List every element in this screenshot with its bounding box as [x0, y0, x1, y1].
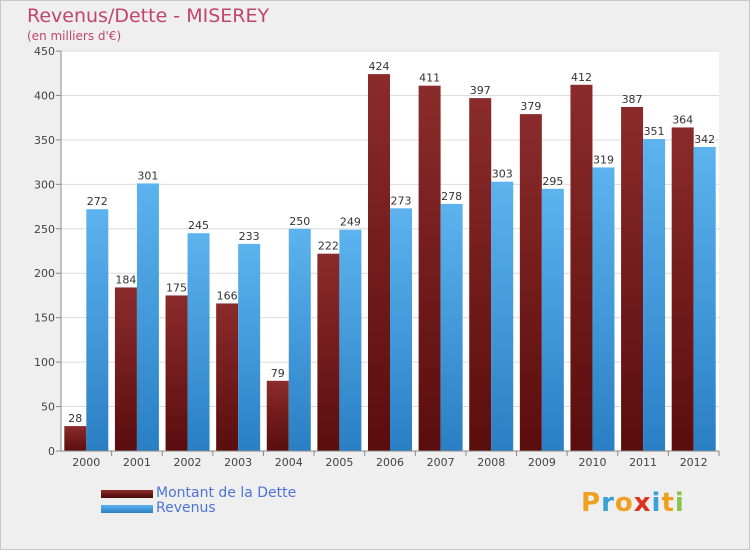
logo-letter: r	[601, 488, 615, 518]
bar-debt-2006	[368, 74, 390, 451]
bar-revenue-2002	[187, 233, 210, 451]
y-tick-label: 150	[34, 312, 55, 325]
bar-revenue-2006	[390, 208, 412, 451]
chart-title: Revenus/Dette - MISEREY	[27, 5, 270, 27]
data-label-revenue-2003: 233	[239, 230, 260, 243]
proxiti-logo: Proxiti	[581, 488, 685, 518]
bar-debt-2001	[114, 287, 137, 451]
bar-debt-2009	[519, 114, 542, 451]
data-label-revenue-2005: 249	[340, 216, 361, 229]
bars-group	[64, 74, 716, 452]
x-tick-label: 2005	[325, 456, 353, 469]
data-label-revenue-2001: 301	[137, 169, 158, 182]
x-tick-label: 2007	[427, 456, 455, 469]
logo-letter: x	[633, 488, 652, 518]
data-label-debt-2005: 222	[318, 240, 339, 253]
y-tick-label: 250	[34, 223, 55, 236]
data-label-debt-2011: 387	[622, 93, 643, 106]
data-label-revenue-2011: 351	[644, 125, 665, 138]
logo-letter: t	[661, 488, 675, 518]
bar-revenue-2012	[693, 147, 716, 451]
data-label-revenue-2010: 319	[593, 153, 614, 166]
bar-revenue-2004	[288, 228, 311, 451]
bar-debt-2002	[165, 295, 188, 451]
data-label-revenue-2004: 250	[289, 215, 310, 228]
bar-debt-2010	[570, 84, 593, 452]
data-label-revenue-2002: 245	[188, 219, 209, 232]
bar-revenue-2001	[136, 183, 159, 451]
y-tick-label: 300	[34, 178, 55, 191]
data-label-revenue-2008: 303	[492, 168, 513, 181]
x-tick-label: 2003	[224, 456, 252, 469]
x-tick-label: 2002	[174, 456, 202, 469]
data-label-debt-2001: 184	[115, 273, 136, 286]
x-tick-label: 2004	[275, 456, 303, 469]
bar-revenue-2010	[592, 167, 615, 451]
data-label-debt-2000: 28	[68, 412, 82, 425]
y-tick-label: 400	[34, 89, 55, 102]
data-label-debt-2002: 175	[166, 281, 187, 294]
legend-swatch-revenue	[101, 505, 153, 513]
x-tick-label: 2010	[578, 456, 606, 469]
data-label-debt-2003: 166	[217, 289, 238, 302]
bar-debt-2003	[216, 303, 239, 451]
y-tick-label: 350	[34, 134, 55, 147]
y-tick-label: 200	[34, 267, 55, 280]
data-label-debt-2008: 397	[470, 84, 491, 97]
bar-revenue-2009	[541, 188, 564, 451]
x-tick-label: 2009	[528, 456, 556, 469]
x-tick-label: 2012	[680, 456, 708, 469]
logo-letter: o	[614, 488, 634, 518]
data-label-revenue-2006: 273	[391, 194, 412, 207]
legend-swatch-debt	[101, 490, 153, 498]
bar-revenue-2011	[643, 139, 666, 451]
legend-label-revenue: Revenus	[156, 500, 216, 516]
data-label-revenue-2000: 272	[87, 195, 108, 208]
y-tick-label: 50	[41, 401, 55, 414]
data-label-debt-2006: 424	[369, 60, 390, 73]
x-tick-label: 2006	[376, 456, 404, 469]
logo-letter: i	[674, 488, 685, 518]
y-tick-label: 450	[34, 45, 55, 58]
x-tick-label: 2000	[72, 456, 100, 469]
logo-letter: P	[581, 488, 602, 518]
bar-debt-2004	[266, 380, 289, 451]
data-label-revenue-2009: 295	[542, 175, 563, 188]
axes: 0 50 100 150 200 250 300 350 400 450 2000 2001 2002 2…	[34, 45, 720, 469]
bar-revenue-2008	[491, 181, 514, 451]
data-label-revenue-2012: 342	[694, 133, 715, 146]
data-label-debt-2007: 411	[419, 72, 440, 85]
data-label-debt-2010: 412	[571, 71, 592, 84]
bar-debt-2000	[64, 426, 87, 451]
x-tick-label: 2001	[123, 456, 151, 469]
bar-debt-2012	[671, 127, 694, 451]
bar-revenue-2005	[339, 229, 362, 451]
x-tick-label: 2011	[629, 456, 657, 469]
bar-debt-2011	[621, 107, 644, 451]
x-tick-label: 2008	[477, 456, 505, 469]
data-label-debt-2004: 79	[271, 367, 285, 380]
bar-debt-2007	[418, 85, 441, 452]
y-tick-label: 0	[48, 445, 55, 458]
legend-label-debt: Montant de la Dette	[156, 485, 297, 501]
bar-revenue-2000	[86, 209, 109, 451]
chart-subtitle: (en milliers d'€)	[27, 29, 122, 43]
bar-revenue-2003	[238, 243, 261, 451]
data-label-debt-2009: 379	[520, 100, 541, 113]
bar-revenue-2007	[440, 203, 463, 451]
y-tick-label: 100	[34, 356, 55, 369]
bar-debt-2008	[469, 98, 492, 451]
bar-debt-2005	[317, 253, 340, 451]
data-label-debt-2012: 364	[672, 113, 693, 126]
logo-letter: i	[651, 488, 662, 518]
data-label-revenue-2007: 278	[441, 190, 462, 203]
